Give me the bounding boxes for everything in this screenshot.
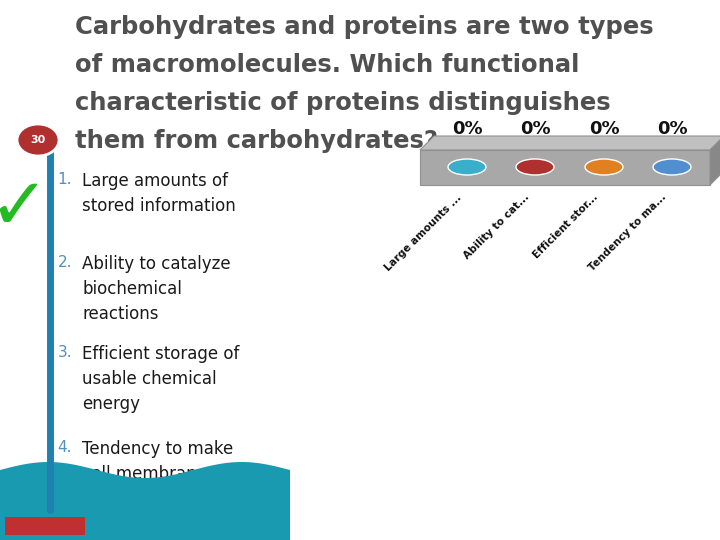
Text: 2.: 2. — [58, 255, 72, 270]
Text: Efficient storage of
usable chemical
energy: Efficient storage of usable chemical ene… — [82, 345, 239, 413]
Ellipse shape — [448, 159, 486, 175]
Text: 4.: 4. — [58, 440, 72, 455]
Text: Ability to cat...: Ability to cat... — [462, 192, 531, 261]
Polygon shape — [0, 462, 290, 540]
Text: Large amounts of
stored information: Large amounts of stored information — [82, 172, 235, 215]
Text: of macromolecules. Which functional: of macromolecules. Which functional — [75, 53, 580, 77]
Text: Ability to catalyze
biochemical
reactions: Ability to catalyze biochemical reaction… — [82, 255, 230, 323]
Text: 1.: 1. — [58, 172, 72, 187]
Text: 0%: 0% — [589, 120, 619, 138]
Ellipse shape — [653, 159, 691, 175]
Polygon shape — [710, 136, 720, 185]
Ellipse shape — [516, 159, 554, 175]
Text: Large amounts ...: Large amounts ... — [382, 192, 463, 273]
Text: Carbohydrates and proteins are two types: Carbohydrates and proteins are two types — [75, 15, 654, 39]
Text: 30: 30 — [30, 135, 45, 145]
Bar — [5, 517, 85, 535]
Ellipse shape — [17, 124, 59, 156]
Text: 0%: 0% — [451, 120, 482, 138]
Polygon shape — [420, 150, 710, 185]
Text: characteristic of proteins distinguishes: characteristic of proteins distinguishes — [75, 91, 611, 115]
Text: Tendency to make
cell membranes
hydrophobic: Tendency to make cell membranes hydropho… — [82, 440, 233, 508]
Text: 3.: 3. — [58, 345, 72, 360]
Text: them from carbohydrates?: them from carbohydrates? — [75, 129, 438, 153]
Polygon shape — [0, 484, 290, 540]
Text: 0%: 0% — [520, 120, 550, 138]
Text: Efficient stor...: Efficient stor... — [531, 192, 600, 261]
Polygon shape — [420, 136, 720, 150]
Text: 0%: 0% — [657, 120, 688, 138]
Text: ✓: ✓ — [0, 176, 48, 245]
Ellipse shape — [585, 159, 623, 175]
Polygon shape — [0, 505, 290, 540]
Text: Tendency to ma...: Tendency to ma... — [587, 192, 668, 273]
